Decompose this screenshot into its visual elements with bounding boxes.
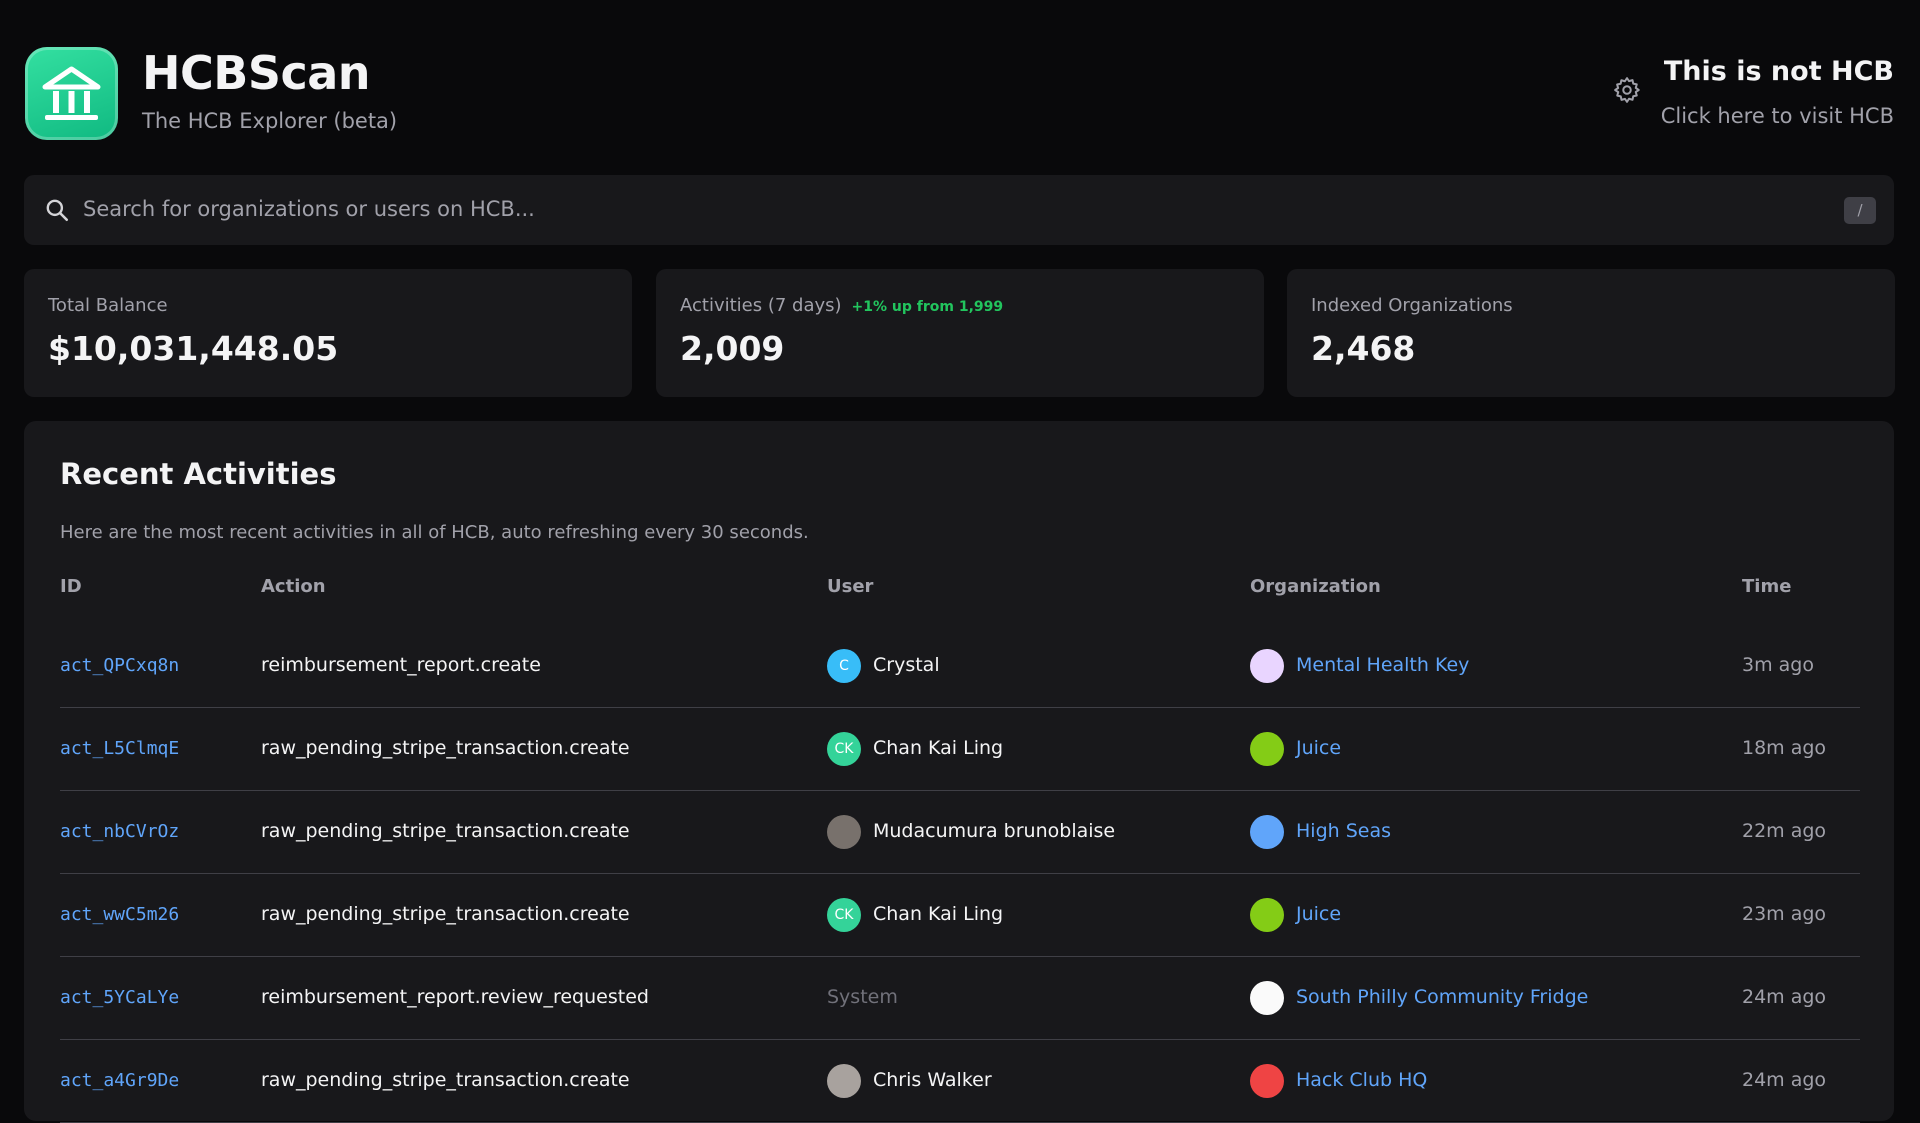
activity-id[interactable]: act_QPCxq8n: [60, 655, 180, 676]
page: HCBScan html, body { margin: 0; padding:…: [24, 46, 1895, 1123]
activity-id[interactable]: act_L5ClmqE: [60, 738, 180, 759]
hcb-link-title[interactable]: This is not HCB: [1663, 56, 1894, 87]
user-avatar: [827, 1063, 861, 1098]
stat-label: Total Balance: [48, 295, 168, 316]
activity-user: Chris Walker: [827, 1039, 992, 1122]
stat-card: Activities (7 days) +1% up from 1,999 2,00…: [656, 269, 1264, 397]
org-icon: [1250, 980, 1284, 1015]
search-icon: [46, 199, 69, 222]
column-header: Time: [1742, 576, 1792, 597]
activity-row: act_L5ClmqE raw_pending_stripe_transactio…: [60, 707, 1860, 791]
activity-user: System: [827, 956, 898, 1039]
org-name[interactable]: Hack Club HQ: [1296, 1069, 1428, 1091]
org-name[interactable]: Mental Health Key: [1296, 654, 1470, 676]
user-name: Chan Kai Ling: [873, 903, 1004, 925]
activities-panel: Recent Activities Here are the most rece…: [24, 421, 1894, 1123]
activity-action: reimbursement_report.review_requested: [261, 986, 649, 1008]
org-name[interactable]: High Seas: [1296, 820, 1391, 842]
activity-row: act_wwC5m26 raw_pending_stripe_transactio…: [60, 873, 1860, 957]
stat-card: Total Balance $10,031,448.05: [24, 269, 632, 397]
stat-label: Activities (7 days) +1% up from 1,999: [680, 295, 1003, 316]
activity-user: Mudacumura brunoblaise: [827, 790, 1115, 873]
org-icon: [1250, 814, 1284, 849]
activity-row: act_a4Gr9De raw_pending_stripe_transactio…: [60, 1039, 1860, 1123]
activity-time: 18m ago: [1742, 737, 1827, 759]
stat-note: +1% up from 1,999: [851, 299, 1004, 315]
activity-user: CK Chan Kai Ling: [827, 707, 1003, 790]
activity-user: CK Chan Kai Ling: [827, 873, 1003, 956]
activity-action: raw_pending_stripe_transaction.create: [261, 737, 630, 759]
user-name: Mudacumura brunoblaise: [873, 820, 1116, 842]
user-avatar: CK: [827, 731, 861, 766]
activity-action: raw_pending_stripe_transaction.create: [261, 820, 630, 842]
app-subtitle: The HCB Explorer (beta): [142, 109, 398, 133]
org-icon: [1250, 1063, 1284, 1098]
hcb-link-subtitle[interactable]: Click here to visit HCB: [1660, 104, 1894, 128]
panel-title: Recent Activities: [60, 457, 337, 491]
org-icon: [1250, 897, 1284, 932]
user-name: Chris Walker: [873, 1069, 992, 1091]
page-body: {"header": {"title": "HCBScan", "subtitl…: [24, 46, 1895, 1123]
org-name[interactable]: South Philly Community Fridge: [1296, 986, 1589, 1008]
activity-organization: South Philly Community Fridge: [1250, 956, 1588, 1039]
activity-id[interactable]: act_5YCaLYe: [60, 987, 180, 1008]
activity-user: C Crystal: [827, 624, 940, 707]
activity-time: 3m ago: [1742, 654, 1814, 676]
column-header: ID: [60, 576, 82, 597]
stat-label: Indexed Organizations: [1311, 295, 1513, 316]
org-icon: [1250, 648, 1284, 683]
shortcut-key: /: [1844, 197, 1876, 224]
org-name[interactable]: Juice: [1296, 903, 1342, 925]
activity-row: act_5YCaLYe reimbursement_report.review_r…: [60, 956, 1860, 1040]
settings-button[interactable]: [1612, 75, 1642, 105]
stat-label-text: Activities (7 days): [680, 295, 842, 316]
user-name: Chan Kai Ling: [873, 737, 1004, 759]
user-avatar: CK: [827, 897, 861, 932]
activity-time: 22m ago: [1742, 820, 1827, 842]
user-name: Crystal: [873, 654, 940, 676]
activity-id[interactable]: act_nbCVrOz: [60, 821, 180, 842]
activity-organization: High Seas: [1250, 790, 1391, 873]
activity-organization: Juice: [1250, 707, 1341, 790]
org-name[interactable]: Juice: [1296, 737, 1342, 759]
stat-value: $10,031,448.05: [48, 329, 339, 368]
column-header: User: [827, 576, 874, 597]
column-header: Organization: [1250, 576, 1381, 597]
logo[interactable]: [25, 47, 118, 140]
activity-row: act_nbCVrOz raw_pending_stripe_transactio…: [60, 790, 1860, 874]
activity-id[interactable]: act_a4Gr9De: [60, 1070, 180, 1091]
org-icon: [1250, 731, 1284, 766]
user-name: System: [827, 986, 898, 1008]
activity-time: 24m ago: [1742, 986, 1827, 1008]
stat-label-text: Total Balance: [48, 295, 168, 316]
stat-label-text: Indexed Organizations: [1311, 295, 1513, 316]
activity-time: 24m ago: [1742, 1069, 1827, 1091]
activity-time: 23m ago: [1742, 903, 1827, 925]
search-bar[interactable]: Search for organizations or users on HCB…: [24, 175, 1894, 245]
logo-icon: [42, 66, 101, 120]
activity-row: act_QPCxq8n reimbursement_report.create C C…: [60, 624, 1860, 708]
activity-organization: Mental Health Key: [1250, 624, 1469, 707]
activity-action: reimbursement_report.create: [261, 654, 541, 676]
stat-card: Indexed Organizations 2,468: [1287, 269, 1895, 397]
stat-value: 2,009: [680, 329, 785, 368]
search-placeholder: Search for organizations or users on HCB…: [83, 197, 535, 221]
activity-id[interactable]: act_wwC5m26: [60, 904, 180, 925]
panel-description: Here are the most recent activities in a…: [60, 522, 809, 543]
activity-organization: Juice: [1250, 873, 1341, 956]
stat-value: 2,468: [1311, 329, 1416, 368]
activity-action: raw_pending_stripe_transaction.create: [261, 1069, 630, 1091]
activity-organization: Hack Club HQ: [1250, 1039, 1427, 1122]
user-avatar: [827, 814, 861, 849]
app-title: HCBScan: [142, 46, 371, 100]
column-header: Action: [261, 576, 326, 597]
activity-action: raw_pending_stripe_transaction.create: [261, 903, 630, 925]
user-avatar: C: [827, 648, 861, 683]
